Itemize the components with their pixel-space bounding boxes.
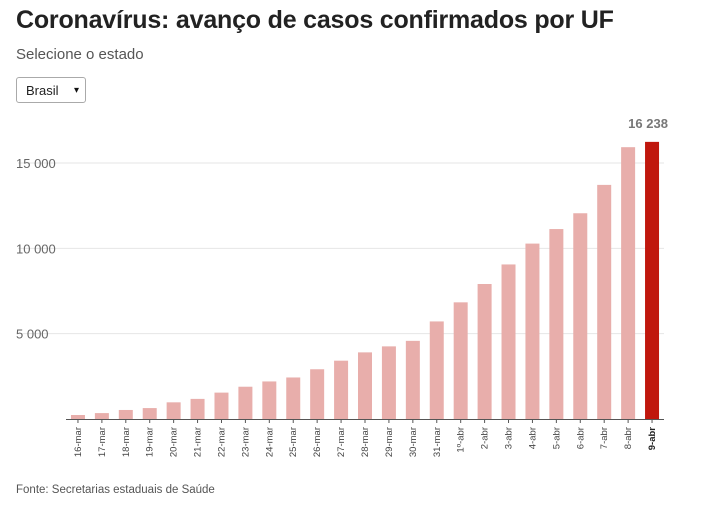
- x-tick-label: 22-mar: [216, 427, 227, 457]
- source-note: Fonte: Secretarias estaduais de Saúde: [16, 484, 215, 496]
- bar: [477, 284, 492, 419]
- x-tick-label: 1º-abr: [456, 427, 467, 453]
- x-tick-label: 25-mar: [288, 427, 299, 457]
- x-tick-label: 19-mar: [145, 427, 156, 457]
- bar: [573, 213, 588, 419]
- x-tick-label: 7-abr: [599, 427, 610, 449]
- bar: [118, 409, 133, 419]
- bar: [429, 321, 444, 419]
- chevron-down-icon: ▾: [73, 84, 79, 96]
- x-tick-label: 8-abr: [623, 427, 634, 449]
- state-select-value: Brasil: [26, 82, 59, 98]
- bar: [310, 369, 325, 419]
- bar: [166, 402, 181, 419]
- bar: [262, 381, 277, 419]
- x-tick-label: 29-mar: [384, 427, 395, 457]
- x-tick-label: 9-abr: [647, 427, 658, 451]
- value-annotation: 16 238: [628, 116, 668, 131]
- x-tick-label: 17-mar: [97, 427, 108, 457]
- state-select[interactable]: Brasil ▾: [16, 77, 86, 103]
- bar: [358, 352, 372, 419]
- chart-title: Coronavírus: avanço de casos confirmados…: [16, 6, 614, 34]
- y-tick-label: 5 000: [16, 327, 49, 342]
- x-tick-label: 23-mar: [240, 427, 251, 457]
- x-tick-label: 21-mar: [193, 427, 204, 457]
- y-tick-label: 10 000: [16, 241, 56, 256]
- x-tick-label: 24-mar: [264, 427, 275, 457]
- x-tick-label: 31-mar: [432, 427, 443, 457]
- x-tick-label: 2-abr: [480, 427, 491, 449]
- bar: [501, 264, 516, 419]
- bar: [238, 386, 253, 419]
- bar: [334, 360, 349, 419]
- x-tick-label: 5-abr: [551, 427, 562, 449]
- y-tick-label: 15 000: [16, 156, 56, 171]
- x-tick-label: 18-mar: [121, 427, 132, 457]
- x-tick-label: 20-mar: [169, 427, 180, 457]
- x-tick-label: 6-abr: [575, 427, 586, 449]
- x-tick-label: 27-mar: [336, 427, 347, 457]
- bar: [214, 392, 229, 419]
- bar: [70, 415, 85, 419]
- bar: [549, 229, 564, 419]
- x-tick-label: 4-abr: [527, 427, 538, 449]
- bar: [453, 302, 468, 419]
- bar-chart: 5 000 10 000 15 000 16-mar 17-mar 18-mar 19-ma…: [16, 116, 668, 457]
- bar: [286, 377, 301, 419]
- x-tick-label: 3-abr: [504, 427, 515, 449]
- bar: [597, 184, 612, 419]
- bar: [525, 243, 540, 419]
- bar: [190, 398, 205, 419]
- bar: [405, 340, 420, 419]
- bar: [621, 147, 636, 419]
- bar: [142, 408, 157, 419]
- x-tick-label: 16-mar: [73, 427, 84, 457]
- bar-highlight: [645, 141, 660, 419]
- bar: [94, 413, 109, 419]
- select-prompt: Selecione o estado: [16, 46, 144, 63]
- x-tick-label: 30-mar: [408, 427, 419, 457]
- x-tick-label: 28-mar: [360, 427, 371, 457]
- bar: [381, 346, 396, 419]
- x-tick-label: 26-mar: [312, 427, 323, 457]
